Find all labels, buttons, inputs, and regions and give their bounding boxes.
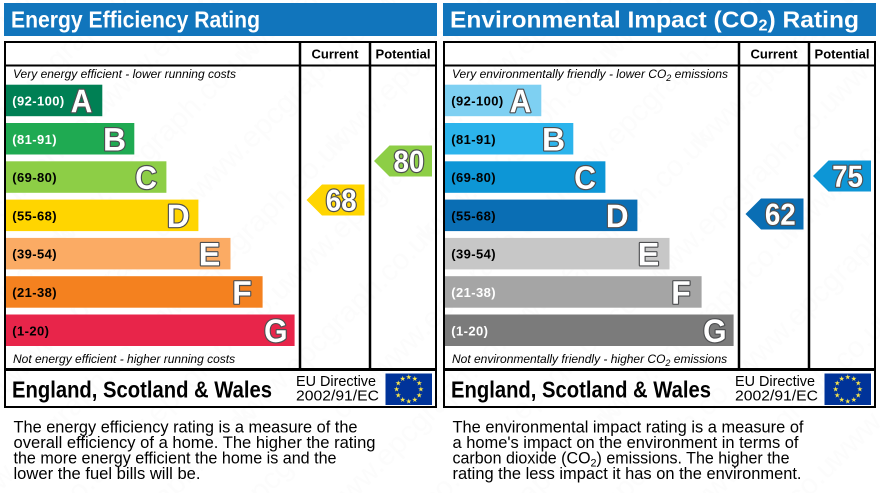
svg-text:(21-38): (21-38) (451, 285, 496, 300)
svg-text:a home's impact on the environ: a home's impact on the environment in te… (453, 434, 799, 452)
svg-text:(55-68): (55-68) (451, 208, 496, 223)
svg-text:(1-20): (1-20) (12, 323, 49, 338)
svg-text:2002/91/EC: 2002/91/EC (296, 389, 379, 405)
svg-text:rating the less impact it has: rating the less impact it has on the env… (453, 465, 802, 483)
svg-text:2002/91/EC: 2002/91/EC (735, 389, 818, 405)
svg-text:Current: Current (751, 47, 799, 62)
svg-text:overall efficiency of a home.: overall efficiency of a home. The higher… (14, 434, 376, 452)
svg-text:The energy efficiency rating i: The energy efficiency rating is a measur… (14, 419, 358, 437)
svg-text:(81-91): (81-91) (451, 132, 496, 147)
svg-text:Potential: Potential (376, 47, 431, 62)
svg-text:Very environmentally friendly: Very environmentally friendly - lower CO… (452, 67, 728, 83)
svg-text:England, Scotland & Wales: England, Scotland & Wales (451, 377, 711, 403)
svg-text:England, Scotland & Wales: England, Scotland & Wales (12, 377, 272, 403)
svg-text:Energy Efficiency Rating: Energy Efficiency Rating (11, 7, 260, 33)
svg-text:(92-100): (92-100) (451, 94, 503, 109)
svg-text:lower the fuel bills will be.: lower the fuel bills will be. (14, 465, 201, 483)
svg-text:(21-38): (21-38) (12, 285, 57, 300)
svg-text:(69-80): (69-80) (12, 170, 57, 185)
svg-text:the more energy efficient the: the more energy efficient the home is an… (14, 450, 337, 468)
svg-text:Very energy efficient - lower: Very energy efficient - lower running co… (13, 67, 236, 81)
svg-text:Potential: Potential (815, 47, 870, 62)
svg-text:(39-54): (39-54) (451, 247, 496, 262)
svg-text:Not energy efficient - higher: Not energy efficient - higher running co… (13, 352, 235, 366)
svg-text:EU Directive: EU Directive (735, 374, 815, 390)
svg-text:The environmental impact ratin: The environmental impact rating is a mea… (453, 419, 804, 437)
svg-text:(55-68): (55-68) (12, 208, 57, 223)
svg-text:carbon dioxide (CO2) emissions: carbon dioxide (CO2) emissions. The high… (453, 450, 790, 470)
svg-text:(92-100): (92-100) (12, 94, 64, 109)
svg-text:(69-80): (69-80) (451, 170, 496, 185)
svg-text:Not environmentally friendly -: Not environmentally friendly - higher CO… (452, 352, 727, 368)
svg-text:(81-91): (81-91) (12, 132, 57, 147)
svg-text:Current: Current (312, 47, 360, 62)
svg-text:EU Directive: EU Directive (296, 374, 376, 390)
svg-text:(1-20): (1-20) (451, 323, 488, 338)
svg-text:(39-54): (39-54) (12, 247, 57, 262)
svg-text:Environmental Impact (CO2) Rat: Environmental Impact (CO 2) Rating (450, 7, 859, 35)
